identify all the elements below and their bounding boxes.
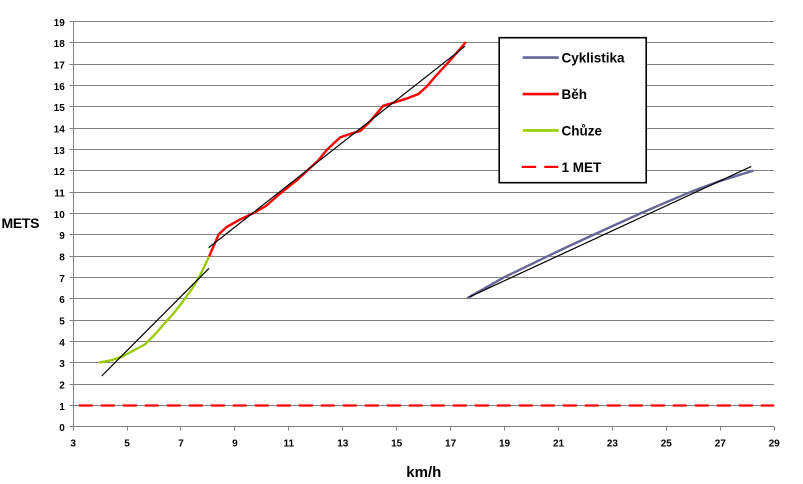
svg-text:23: 23 bbox=[607, 439, 619, 450]
svg-text:5: 5 bbox=[124, 439, 130, 450]
svg-text:21: 21 bbox=[553, 439, 565, 450]
svg-text:12: 12 bbox=[54, 167, 66, 178]
svg-text:11: 11 bbox=[54, 189, 65, 200]
svg-text:km/h: km/h bbox=[406, 464, 441, 481]
svg-text:Cyklistika: Cyklistika bbox=[562, 51, 626, 66]
svg-text:4: 4 bbox=[59, 338, 65, 349]
svg-text:1 MET: 1 MET bbox=[562, 160, 603, 175]
svg-text:29: 29 bbox=[769, 439, 781, 450]
svg-text:7: 7 bbox=[59, 274, 65, 285]
svg-text:17: 17 bbox=[54, 61, 66, 72]
svg-text:0: 0 bbox=[59, 423, 65, 434]
svg-text:3: 3 bbox=[59, 359, 65, 370]
svg-text:19: 19 bbox=[499, 439, 511, 450]
svg-text:METS: METS bbox=[2, 215, 40, 231]
svg-text:8: 8 bbox=[59, 253, 65, 264]
svg-text:9: 9 bbox=[59, 231, 65, 242]
svg-text:15: 15 bbox=[391, 439, 403, 450]
svg-text:14: 14 bbox=[54, 125, 66, 136]
svg-text:Chůze: Chůze bbox=[562, 123, 603, 138]
svg-text:17: 17 bbox=[445, 439, 457, 450]
svg-text:27: 27 bbox=[715, 439, 727, 450]
svg-text:7: 7 bbox=[178, 439, 184, 450]
svg-text:2: 2 bbox=[59, 380, 65, 391]
svg-text:10: 10 bbox=[54, 210, 66, 221]
svg-text:3: 3 bbox=[70, 439, 76, 450]
svg-text:Běh: Běh bbox=[562, 87, 588, 102]
svg-text:13: 13 bbox=[337, 439, 349, 450]
svg-text:19: 19 bbox=[54, 18, 66, 29]
svg-text:9: 9 bbox=[232, 439, 238, 450]
svg-text:15: 15 bbox=[54, 103, 66, 114]
svg-text:18: 18 bbox=[54, 39, 66, 50]
svg-text:16: 16 bbox=[54, 82, 66, 93]
svg-text:11: 11 bbox=[284, 439, 295, 450]
svg-text:5: 5 bbox=[59, 317, 65, 328]
svg-text:6: 6 bbox=[59, 295, 65, 306]
svg-text:13: 13 bbox=[54, 146, 66, 157]
svg-text:25: 25 bbox=[661, 439, 673, 450]
svg-text:1: 1 bbox=[59, 402, 65, 413]
